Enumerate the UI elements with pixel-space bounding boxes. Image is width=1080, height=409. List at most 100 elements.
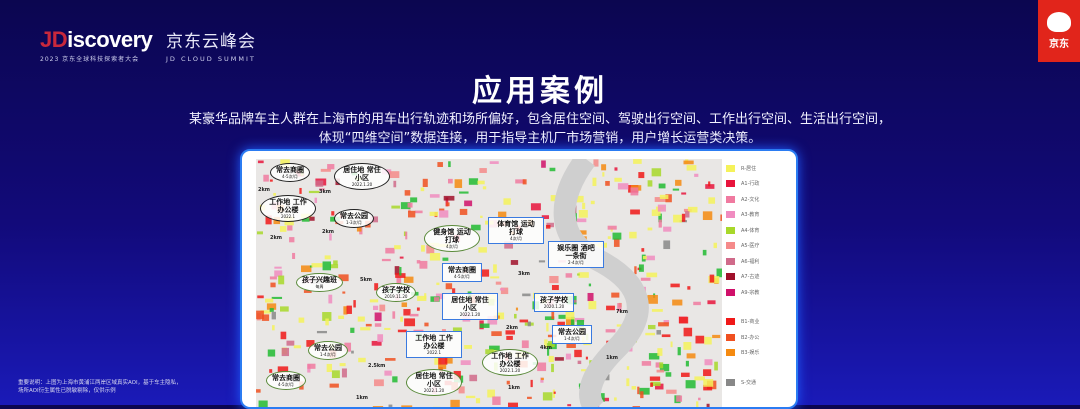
aoi-patch (648, 325, 655, 329)
legend-swatch (726, 258, 735, 265)
aoi-patch (287, 225, 292, 230)
aoi-patch (257, 231, 263, 234)
callout-title: 孩子学校 (540, 296, 568, 304)
river (565, 159, 638, 409)
logo-subtitle: 2023 京东全球科技探索者大会 (40, 54, 152, 63)
aoi-patch (613, 233, 622, 240)
callout-title: 常去商圈 (272, 374, 300, 382)
aoi-patch (578, 361, 582, 364)
callout-title: 健身馆 运动打球 (430, 228, 474, 244)
aoi-patch (703, 211, 712, 220)
aoi-patch (549, 356, 554, 362)
aoi-patch (703, 369, 711, 376)
aoi-patch (658, 205, 666, 212)
aoi-patch (464, 345, 472, 349)
aoi-patch (307, 364, 315, 369)
aoi-patch (640, 391, 643, 398)
legend-item: A4-体育 (726, 225, 796, 235)
aoi-patch (392, 311, 395, 318)
aoi-patch (550, 168, 556, 171)
aoi-patch (527, 397, 532, 399)
aoi-patch (520, 320, 529, 323)
aoi-patch (410, 314, 419, 317)
aoi-patch (681, 192, 686, 194)
aoi-patch (696, 401, 698, 409)
aoi-patch (522, 340, 529, 348)
aoi-patch (627, 366, 629, 370)
aoi-patch (546, 225, 550, 229)
aoi-patch (687, 165, 697, 170)
aoi-patch (703, 379, 713, 387)
aoi-patch (683, 342, 691, 350)
callout-sub: 2022.1.20 (448, 312, 492, 317)
aoi-patch (638, 172, 644, 178)
aoi-patch (639, 264, 644, 271)
aoi-patch (265, 299, 273, 303)
aoi-patch (673, 215, 682, 223)
aoi-patch (537, 363, 546, 372)
aoi-patch (327, 364, 332, 372)
aoi-patch (686, 380, 696, 388)
aoi-patch (280, 306, 289, 311)
aoi-patch (614, 239, 620, 247)
aoi-patch (605, 181, 610, 186)
legend-swatch (726, 242, 735, 249)
callout-sub: 4-5次/月 (272, 382, 300, 387)
aoi-patch (272, 312, 276, 320)
aoi-patch (461, 360, 471, 365)
legend-label: B3-娱乐 (741, 349, 759, 356)
aoi-patch (567, 404, 571, 406)
aoi-patch (601, 164, 606, 170)
aoi-patch (342, 368, 347, 377)
aoi-patch (375, 323, 381, 327)
legend-label: A7-古迹 (741, 273, 759, 280)
aoi-patch (588, 301, 596, 309)
legend-swatch (726, 165, 735, 172)
callout-sub: 4次/月 (494, 236, 538, 241)
aoi-patch (614, 397, 617, 400)
aoi-patch (323, 261, 331, 270)
aoi-patch (478, 247, 486, 252)
distance-label: 3km (518, 271, 530, 277)
legend-item: B2-办公 (726, 332, 796, 342)
aoi-patch (374, 379, 384, 386)
aoi-patch (430, 194, 440, 198)
aoi-patch (511, 260, 518, 265)
callout-title: 工作地 工作办公楼 (266, 198, 310, 214)
callout-sub: 2022.1.20 (488, 368, 532, 373)
aoi-patch (643, 256, 647, 259)
aoi-patch (491, 331, 501, 336)
callout-title: 工作地 工作办公楼 (412, 334, 456, 350)
callout-title: 体育馆 运动打球 (494, 220, 538, 236)
legend-label: A6-福利 (741, 258, 759, 265)
aoi-patch (675, 180, 681, 186)
aoi-patch (630, 209, 640, 214)
aoi-patch (469, 375, 477, 381)
aoi-patch (366, 324, 372, 327)
aoi-patch (546, 323, 548, 332)
footnote-line-1: 重要说明：上图为上海市黄浦江两岸区域真实AOI，基于车主隐私， (18, 379, 182, 387)
aoi-patch (417, 296, 426, 301)
aoi-patch (338, 316, 344, 319)
legend-swatch (726, 289, 735, 296)
aoi-patch (695, 336, 704, 344)
legend-label: A9-宗教 (741, 289, 759, 296)
legend-label: A5-医疗 (741, 242, 759, 249)
aoi-patch (393, 181, 396, 187)
distance-label: 1km (356, 395, 368, 401)
summit-en: JD CLOUD SUMMIT (166, 55, 256, 63)
aoi-patch (554, 392, 556, 394)
aoi-patch (405, 190, 411, 195)
aoi-patch (325, 255, 331, 259)
aoi-patch (576, 219, 586, 223)
aoi-patch (263, 175, 269, 182)
legend-swatch (726, 227, 735, 234)
aoi-patch (269, 369, 272, 373)
aoi-patch (294, 345, 301, 348)
aoi-patch (589, 284, 591, 287)
legend-swatch (726, 349, 735, 356)
